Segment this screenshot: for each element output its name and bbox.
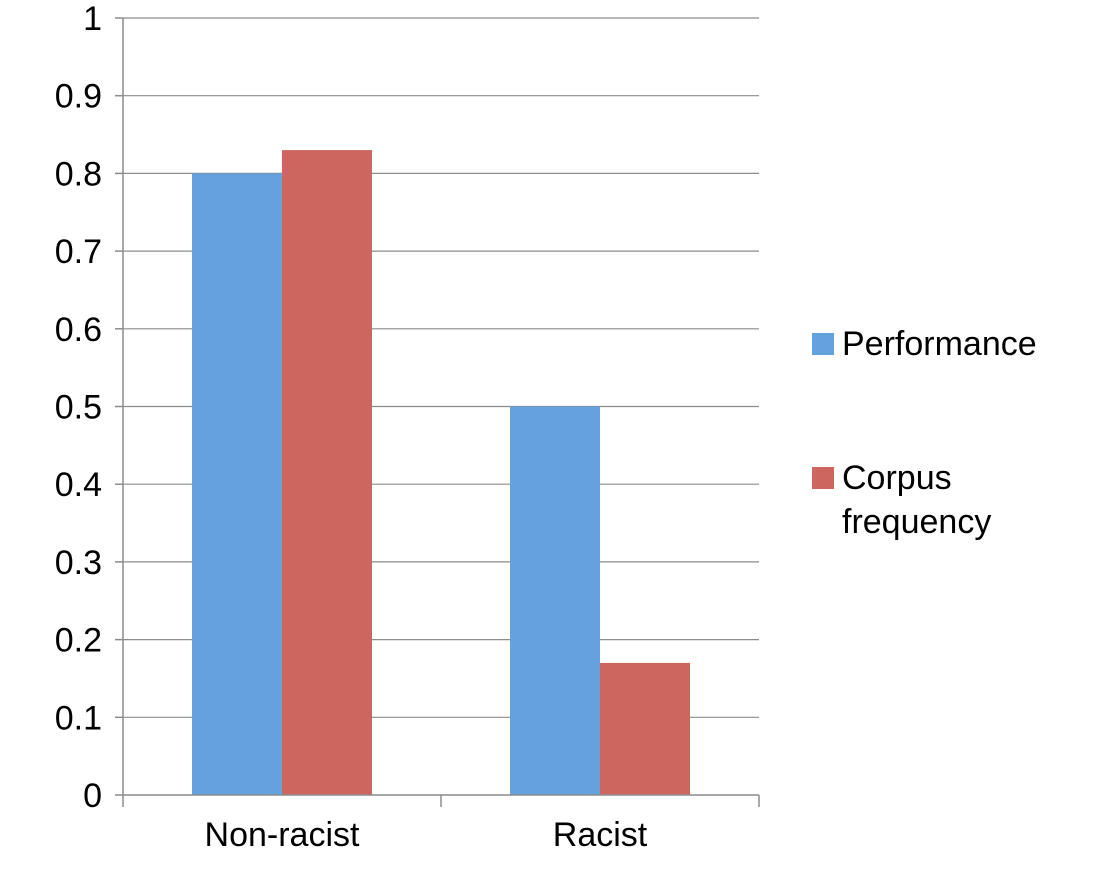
x-tick-label: Racist — [553, 816, 648, 854]
legend-label-line: Performance — [842, 325, 1037, 363]
bar-performance-racist — [510, 406, 600, 795]
x-tick-labels: Non-racist Racist — [205, 816, 648, 854]
axes — [115, 17, 760, 807]
y-tick-label: 0.3 — [55, 544, 102, 582]
x-tick-label: Non-racist — [205, 816, 360, 854]
legend-label: Performance — [842, 325, 1037, 363]
y-tick-label: 0.7 — [55, 233, 102, 271]
y-tick-label: 0 — [83, 777, 102, 815]
legend-label-line: Corpus — [842, 459, 952, 497]
y-tick-labels: 0 0.1 0.2 0.3 0.4 0.5 0.6 0.7 0.8 0.9 1 — [55, 0, 102, 815]
legend-item-corpus-frequency: Corpus frequency — [812, 459, 991, 541]
y-tick-label: 0.2 — [55, 622, 102, 660]
bar-corpus-frequency-racist — [600, 662, 690, 795]
y-tick-label: 0.9 — [55, 78, 102, 116]
legend-label-line: frequency — [842, 503, 991, 541]
y-tick-label: 1 — [83, 0, 102, 38]
y-tick-label: 0.8 — [55, 155, 102, 193]
legend-swatch — [812, 333, 834, 355]
legend-label: Corpus frequency — [842, 459, 991, 541]
y-tick-label: 0.6 — [55, 311, 102, 349]
y-tick-label: 0.1 — [55, 699, 102, 737]
legend-swatch — [812, 467, 834, 489]
legend: Performance Corpus frequency — [812, 325, 1037, 541]
legend-item-performance: Performance — [812, 325, 1037, 363]
y-tick-label: 0.4 — [55, 466, 102, 504]
bar-performance-non-racist — [192, 173, 282, 795]
y-tick-label: 0.5 — [55, 389, 102, 427]
bar-corpus-frequency-non-racist — [282, 150, 372, 796]
bars — [192, 150, 690, 796]
